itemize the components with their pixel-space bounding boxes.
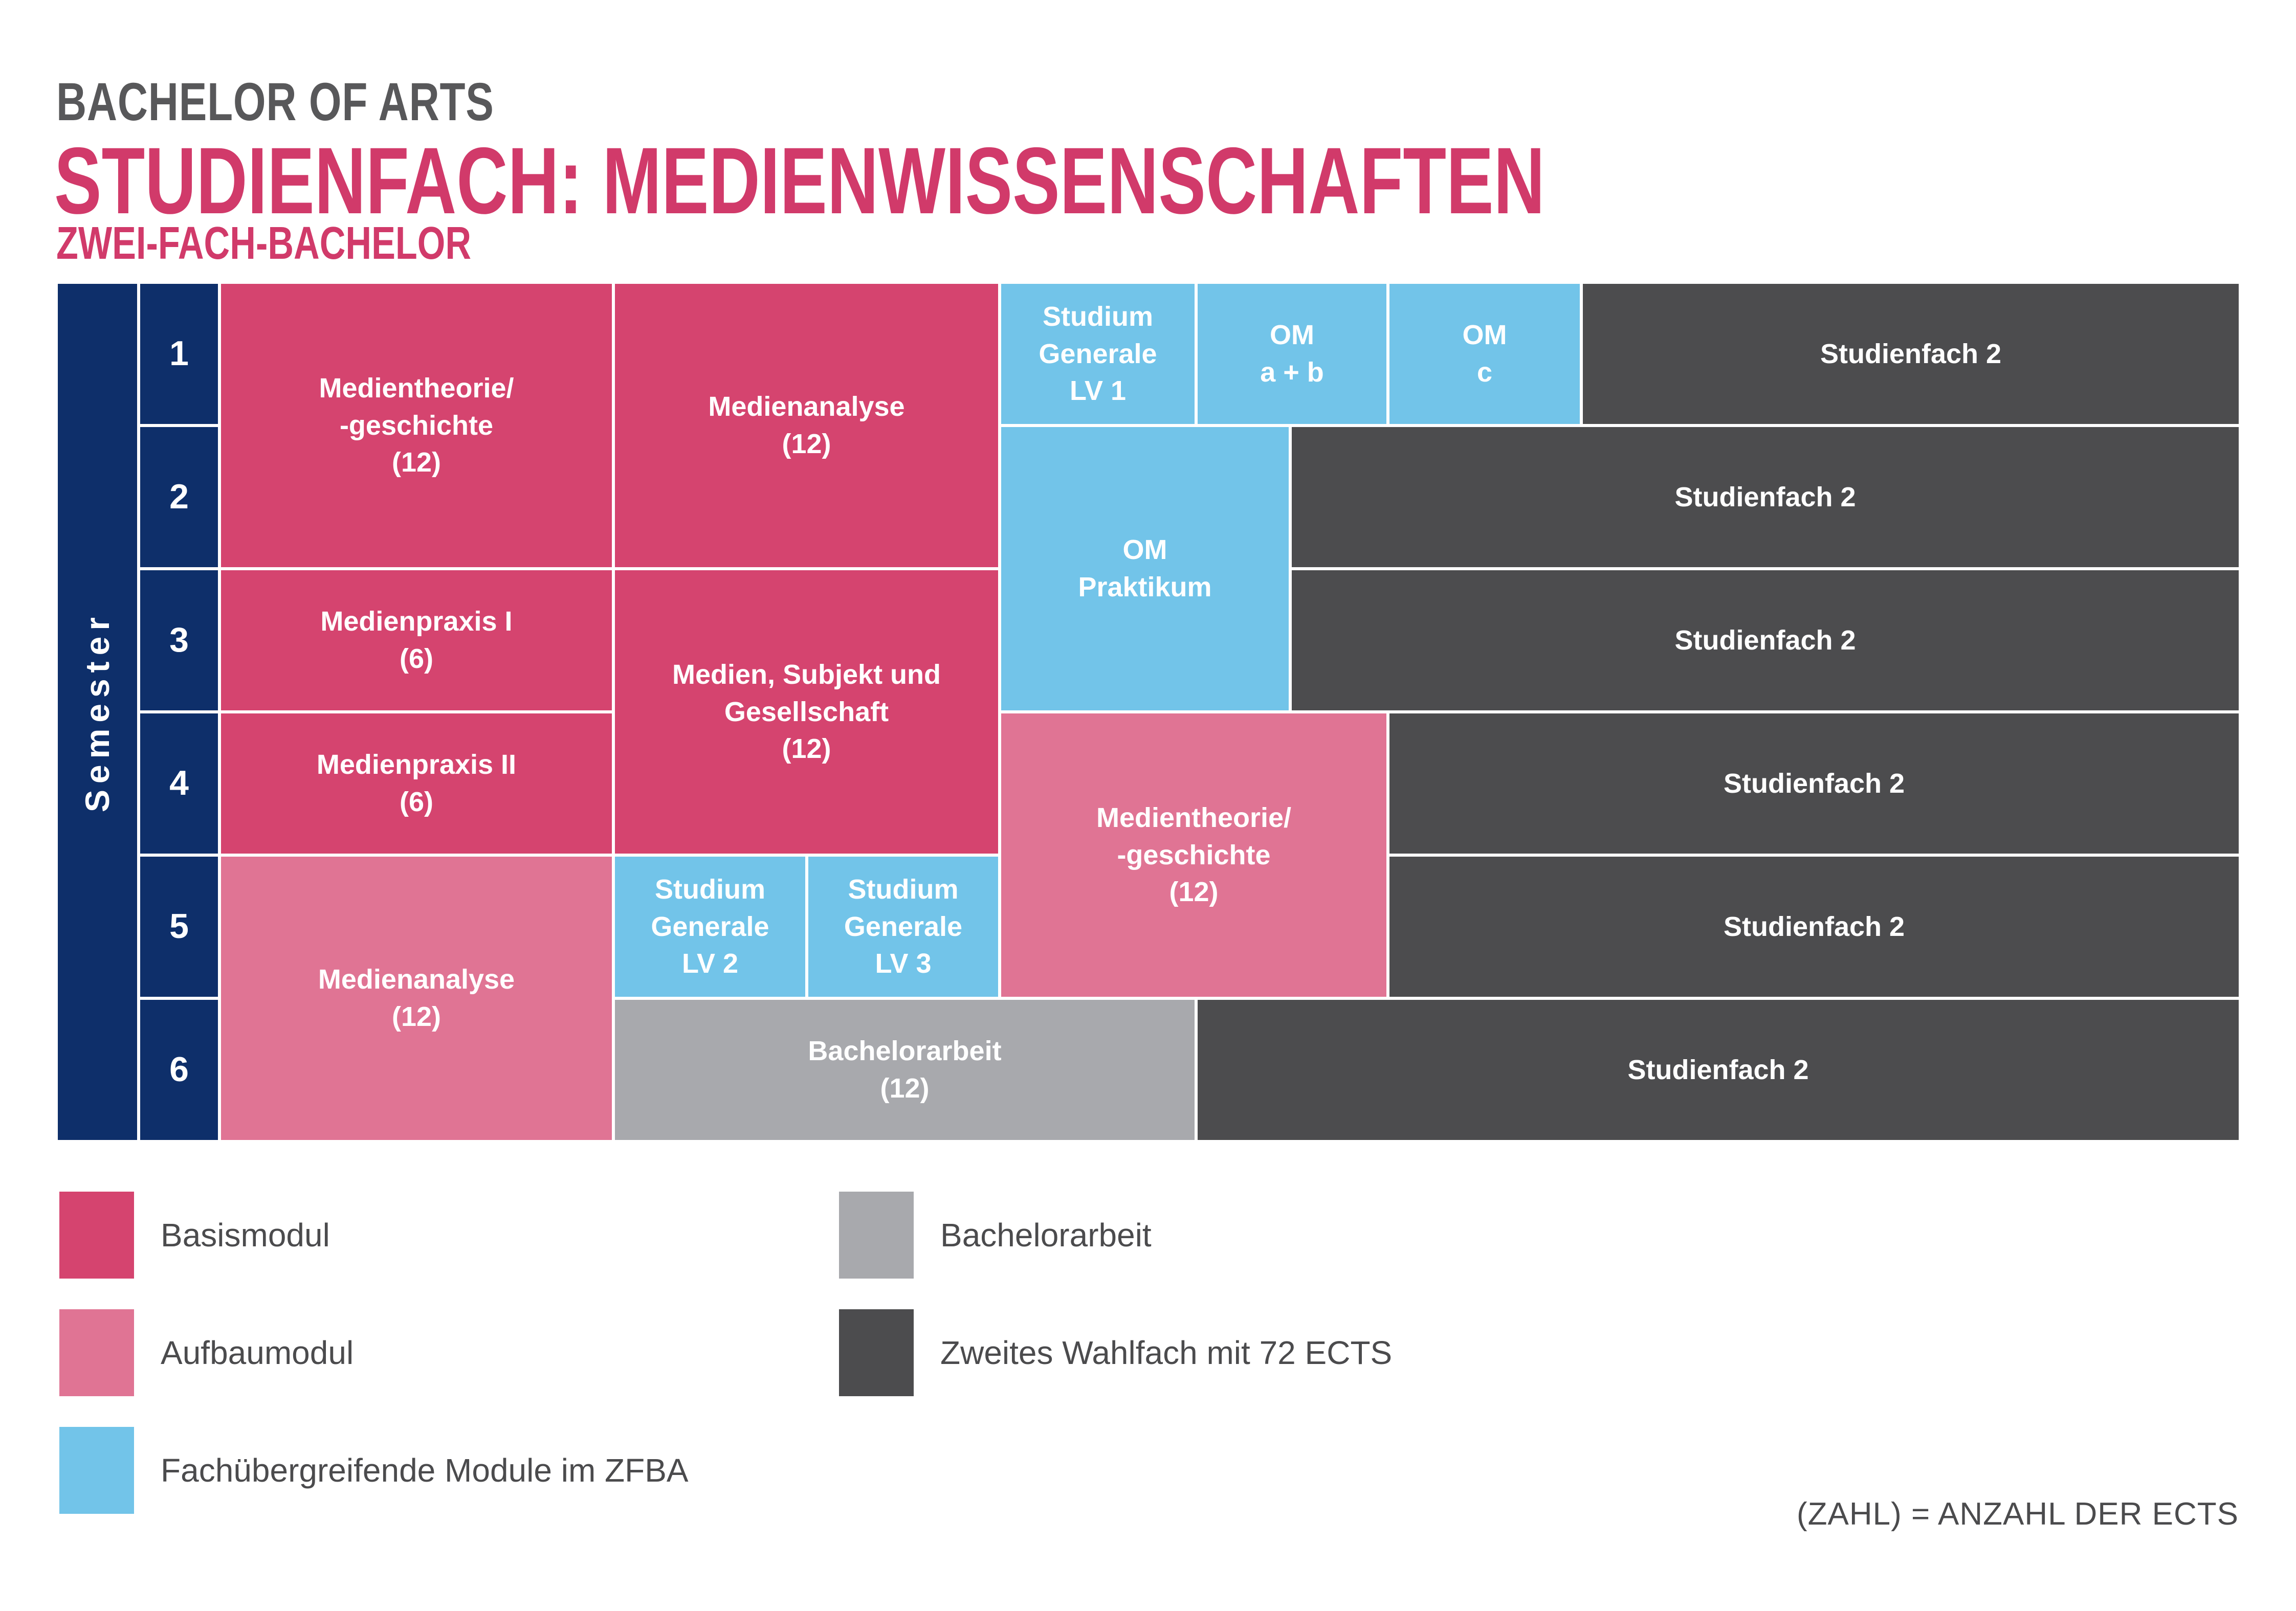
- legend-swatch-basismodul: [59, 1192, 134, 1279]
- legend-swatch-aufbaumodul: [59, 1309, 134, 1396]
- module-medienpraxis-1: Medienpraxis I (6): [221, 570, 612, 710]
- module-studienfach-2: Studienfach 2: [1292, 570, 2239, 710]
- semester-number-cell-1: 1: [140, 284, 218, 424]
- semester-number-cell-6: 6: [140, 1000, 218, 1140]
- module-medienpraxis-2: Medienpraxis II (6): [221, 713, 612, 854]
- legend-item-zfba-module: Fachübergreifende Module im ZFBA: [59, 1427, 689, 1514]
- module-studienfach-2: Studienfach 2: [1389, 713, 2239, 854]
- module-studienfach-2: Studienfach 2: [1583, 284, 2239, 424]
- legend-swatch-bachelorarbeit: [839, 1192, 914, 1279]
- semester-number-cell-4: 4: [140, 713, 218, 854]
- module-studium-generale-lv2: Studium Generale LV 2: [615, 857, 805, 997]
- module-studienfach-2: Studienfach 2: [1389, 857, 2239, 997]
- legend-item-basismodul: Basismodul: [59, 1192, 330, 1279]
- curriculum-grid: Semester 1 2 3 4 5 6 Medientheorie/ -ges…: [58, 284, 2239, 1140]
- ects-footnote: (ZAHL) = ANZAHL DER ECTS: [1796, 1496, 2239, 1532]
- module-studium-generale-lv3: Studium Generale LV 3: [808, 857, 998, 997]
- module-om-c: OM c: [1389, 284, 1580, 424]
- legend-item-aufbaumodul: Aufbaumodul: [59, 1309, 354, 1396]
- page-title: STUDIENFACH: MEDIENWISSENSCHAFTEN: [54, 128, 1545, 234]
- legend-item-bachelorarbeit: Bachelorarbeit: [839, 1192, 1152, 1279]
- semester-number-cell-2: 2: [140, 427, 218, 567]
- module-studienfach-2: Studienfach 2: [1198, 1000, 2239, 1140]
- degree-type-label: BACHELOR OF ARTS: [56, 72, 494, 132]
- legend-swatch-zweites-wahlfach: [839, 1309, 914, 1396]
- module-medienanalyse-aufbau: Medienanalyse (12): [221, 857, 612, 1140]
- legend-swatch-zfba-module: [59, 1427, 134, 1514]
- module-medientheorie-geschichte-aufbau: Medientheorie/ -geschichte (12): [1001, 713, 1386, 997]
- module-studienfach-2: Studienfach 2: [1292, 427, 2239, 567]
- semester-axis-label: Semester: [58, 284, 137, 1140]
- legend-item-zweites-wahlfach: Zweites Wahlfach mit 72 ECTS: [839, 1309, 1392, 1396]
- module-om-praktikum: OM Praktikum: [1001, 427, 1289, 710]
- module-medienanalyse-basis: Medienanalyse (12): [615, 284, 998, 567]
- module-bachelorarbeit: Bachelorarbeit (12): [615, 1000, 1195, 1140]
- module-medientheorie-geschichte-basis: Medientheorie/ -geschichte (12): [221, 284, 612, 567]
- module-om-a-b: OM a + b: [1198, 284, 1386, 424]
- semester-number-cell-5: 5: [140, 857, 218, 997]
- program-type-label: ZWEI-FACH-BACHELOR: [56, 218, 472, 269]
- module-medien-subjekt-gesellschaft: Medien, Subjekt und Gesellschaft (12): [615, 570, 998, 854]
- module-studium-generale-lv1: Studium Generale LV 1: [1001, 284, 1195, 424]
- semester-number-cell-3: 3: [140, 570, 218, 710]
